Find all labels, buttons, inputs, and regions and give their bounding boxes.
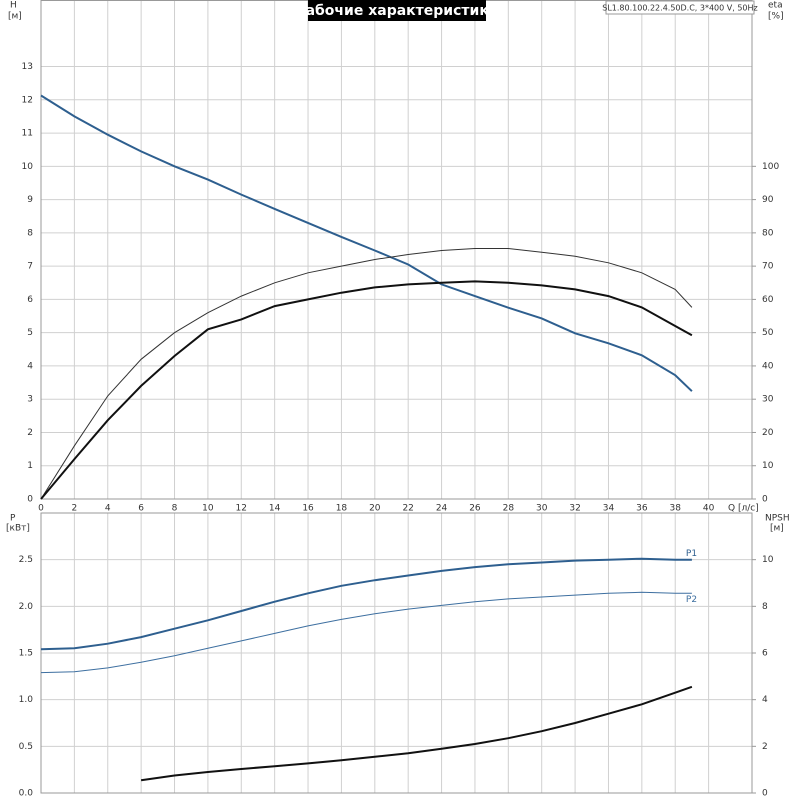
x-tick-label: 24 (436, 504, 448, 514)
x-tick-label: 28 (503, 504, 515, 514)
y2-tick-label: 6 (762, 649, 768, 659)
y-tick-label: 2.5 (19, 555, 33, 565)
y-tick-label: 4 (27, 361, 33, 371)
x-tick-label: 36 (636, 504, 648, 514)
x-tick-label: 10 (202, 504, 214, 514)
chart-title: Рабочие характеристики (295, 3, 498, 19)
y2-tick-label: 70 (762, 262, 774, 272)
y2-tick-label: 10 (762, 555, 774, 565)
x-tick-label: 18 (336, 504, 348, 514)
y2-tick-label: 60 (762, 295, 774, 305)
y-tick-label: 1.0 (19, 695, 34, 705)
curve (40, 248, 693, 500)
y2-tick-label: 40 (762, 361, 774, 371)
y-tick-label: 13 (22, 62, 33, 72)
x-tick-label: 6 (138, 504, 144, 514)
y2-tick-label: 80 (762, 228, 774, 238)
plot-frame (40, 0, 753, 500)
y-tick-label: 0.0 (19, 789, 34, 799)
y2-tick-label: 2 (762, 742, 768, 752)
y-tick-label: 12 (22, 95, 33, 105)
y2-tick-label: 10 (762, 461, 774, 471)
y-tick-label: 5 (27, 328, 33, 338)
y2-tick-label: 4 (762, 695, 768, 705)
x-tick-label: 16 (302, 504, 314, 514)
y2-tick-label: 0 (762, 789, 768, 799)
x-tick-label: 0 (38, 504, 44, 514)
x-tick-label: 40 (703, 504, 715, 514)
x-tick-label: 4 (105, 504, 111, 514)
y-tick-label: 11 (22, 129, 33, 139)
y-tick-label: 8 (27, 228, 33, 238)
y2-tick-label: 20 (762, 428, 774, 438)
y-axis-unit: [м] (8, 12, 22, 22)
x-tick-label: 30 (536, 504, 548, 514)
y-axis-label: P (10, 514, 16, 524)
y2-tick-label: 8 (762, 602, 768, 612)
y-axis-label: H (10, 1, 17, 11)
y2-axis-unit: [м] (770, 524, 784, 534)
y-axis-unit: [кВт] (6, 524, 30, 534)
y2-tick-label: 0 (762, 495, 768, 505)
x-axis-label: Q [л/с] (728, 504, 759, 514)
title-box (308, 0, 486, 21)
x-tick-label: 26 (469, 504, 481, 514)
y-tick-label: 7 (27, 262, 33, 272)
x-tick-label: 8 (172, 504, 178, 514)
x-tick-label: 32 (569, 504, 580, 514)
y2-axis-label: NPSH (765, 514, 790, 524)
y2-tick-label: 50 (762, 328, 774, 338)
y-tick-label: 2 (27, 428, 33, 438)
y-tick-label: 0 (27, 495, 33, 505)
y-tick-label: 2.0 (19, 602, 34, 612)
y-tick-label: 3 (27, 395, 33, 405)
curve (140, 685, 693, 782)
y2-axis-unit: [%] (768, 12, 784, 22)
x-tick-label: 12 (236, 504, 247, 514)
y2-tick-label: 30 (762, 395, 774, 405)
x-tick-label: 20 (369, 504, 381, 514)
curve (40, 557, 692, 651)
y-tick-label: 10 (22, 162, 34, 172)
y-tick-label: 6 (27, 295, 33, 305)
curve-label: P2 (686, 595, 697, 605)
y-tick-label: 9 (27, 195, 33, 205)
model-label: SL1.80.100.22.4.50D.C, 3*400 V, 50Hz (602, 4, 757, 13)
x-tick-label: 22 (402, 504, 413, 514)
curve (40, 280, 693, 500)
curve-label: P1 (686, 549, 697, 559)
x-tick-label: 14 (269, 504, 281, 514)
y-tick-label: 1.5 (19, 649, 33, 659)
model-box (605, 0, 755, 15)
x-tick-label: 38 (669, 504, 681, 514)
y2-tick-label: 100 (762, 162, 779, 172)
curve (40, 591, 692, 674)
curve (40, 94, 693, 392)
y2-axis-label: eta (768, 1, 783, 11)
y2-tick-label: 90 (762, 195, 774, 205)
x-tick-label: 34 (603, 504, 615, 514)
y-tick-label: 0.5 (19, 742, 33, 752)
x-tick-label: 2 (72, 504, 78, 514)
y-tick-label: 1 (27, 461, 33, 471)
